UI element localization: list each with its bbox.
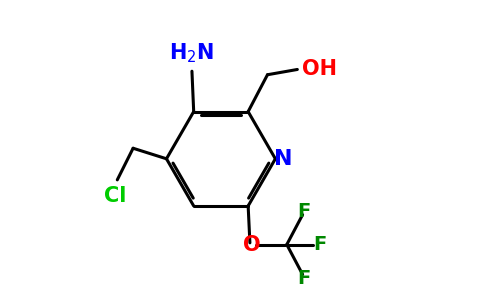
Text: H$_2$N: H$_2$N	[169, 41, 214, 65]
Text: F: F	[298, 202, 311, 221]
Text: F: F	[298, 269, 311, 288]
Text: Cl: Cl	[105, 186, 127, 206]
Text: F: F	[313, 235, 326, 254]
Text: OH: OH	[302, 59, 336, 80]
Text: O: O	[243, 235, 260, 255]
Text: N: N	[274, 149, 292, 169]
